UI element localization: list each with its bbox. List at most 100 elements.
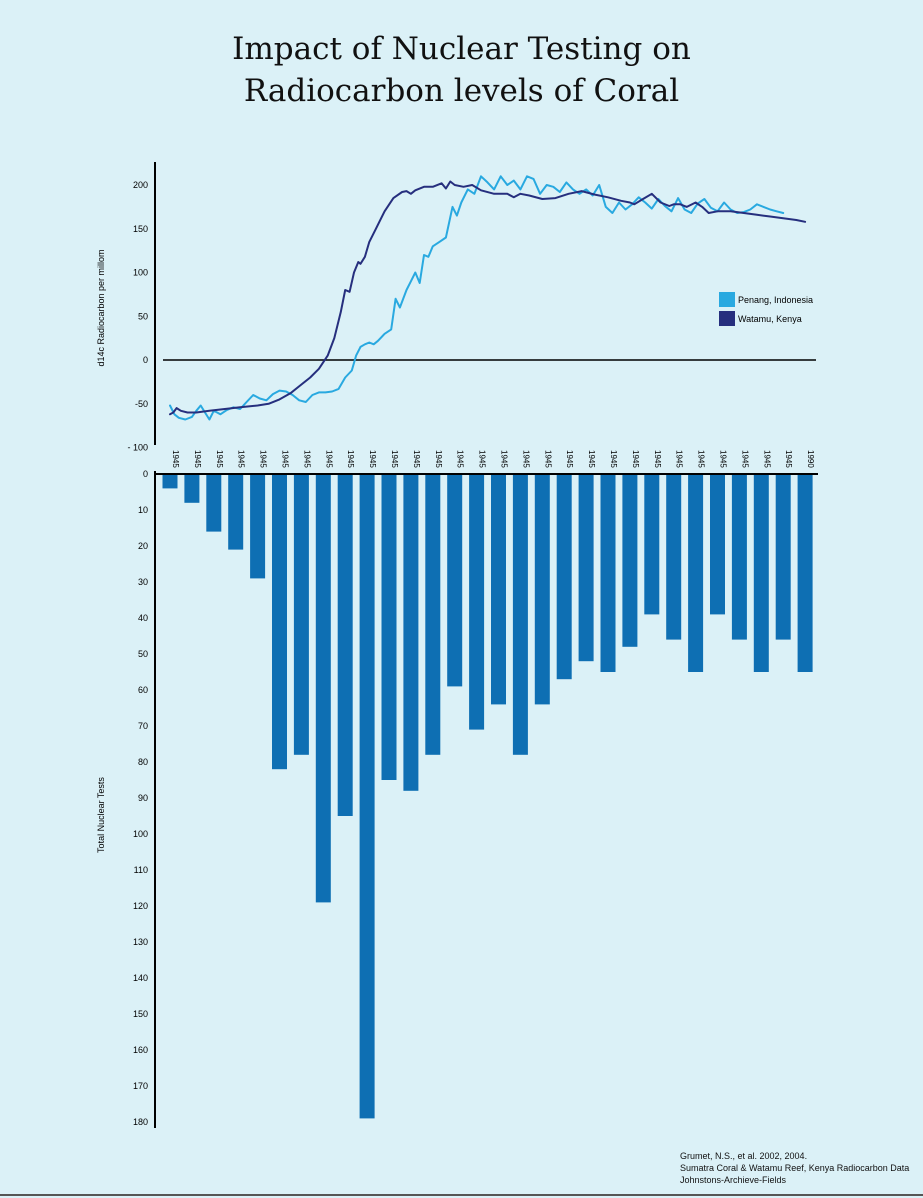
bar-y-tick-label: 170 <box>133 1081 148 1091</box>
bar <box>731 475 747 640</box>
bar-y-tick-label: 10 <box>138 505 148 515</box>
bar-y-tick-label: 160 <box>133 1045 148 1055</box>
bar <box>272 475 287 770</box>
x-tick-label: 1945 <box>675 450 684 468</box>
bar-y-tick-label: 120 <box>133 901 148 911</box>
bar-y-tick-label: 40 <box>138 613 148 623</box>
bar <box>403 475 419 791</box>
bar <box>666 475 682 640</box>
x-tick-label: 1945 <box>587 450 596 468</box>
x-tick-label: 1945 <box>478 450 487 468</box>
penang-series-line <box>169 175 785 421</box>
bar <box>293 475 309 755</box>
x-tick-label: 1945 <box>193 450 202 468</box>
x-tick-label: 1945 <box>565 450 574 468</box>
x-tick-label: 1945 <box>740 450 749 468</box>
bar <box>162 475 178 489</box>
bar <box>337 475 353 816</box>
bar <box>512 475 528 755</box>
bar <box>644 475 660 615</box>
bar <box>775 475 791 640</box>
bar-y-tick-label: 50 <box>138 649 148 659</box>
x-tick-label: 1945 <box>215 450 224 468</box>
x-tick-label: 1945 <box>302 450 311 468</box>
watamu-series-line <box>169 180 807 416</box>
bar <box>447 475 463 687</box>
x-tick-label: 1945 <box>609 450 618 468</box>
bar <box>315 475 331 903</box>
bar <box>469 475 485 730</box>
legend: Penang, Indonesia Watamu, Kenya <box>719 292 813 326</box>
legend-swatch <box>719 292 735 307</box>
source-line-2: Sumatra Coral & Watamu Reef, Kenya Radio… <box>680 1163 910 1173</box>
source-line-1: Grumet, N.S., et al. 2002, 2004. <box>680 1151 808 1161</box>
line-y-tick-label: 150 <box>133 224 148 234</box>
bar <box>797 475 813 672</box>
x-tick-label: 1945 <box>543 450 552 468</box>
x-tick-label: 1945 <box>368 450 377 468</box>
x-tick-label: 1945 <box>324 450 333 468</box>
x-tick-label: 1945 <box>390 450 399 468</box>
bar <box>556 475 572 680</box>
bar <box>359 475 375 1119</box>
x-tick-label: 1945 <box>171 450 180 468</box>
bar-y-tick-label: 80 <box>138 757 148 767</box>
bar <box>491 475 506 705</box>
x-tick-label: 1945 <box>500 450 509 468</box>
bar <box>228 475 244 550</box>
x-tick-label: 1945 <box>346 450 355 468</box>
x-tick-label: 1945 <box>281 450 290 468</box>
line-y-tick-label: 200 <box>133 180 148 190</box>
bar-y-tick-label: 140 <box>133 973 148 983</box>
x-tick-label: 1945 <box>434 450 443 468</box>
bar <box>688 475 704 672</box>
line-y-axis-label: d14c Radiocarbon per millom <box>96 249 106 366</box>
x-tick-label: 1945 <box>784 450 793 468</box>
bar-y-tick-label: 100 <box>133 829 148 839</box>
bar-y-tick-label: 60 <box>138 685 148 695</box>
chart-title: Impact of Nuclear Testing on Radiocarbon… <box>0 28 923 112</box>
bar-y-tick-label: 90 <box>138 793 148 803</box>
x-tick-label: 1945 <box>237 450 246 468</box>
bar <box>534 475 550 705</box>
bar <box>184 475 200 503</box>
line-y-tick-label: - 100 <box>127 443 148 453</box>
bar-y-tick-label: 150 <box>133 1009 148 1019</box>
bar-y-tick-label: 70 <box>138 721 148 731</box>
source-citation: Grumet, N.S., et al. 2002, 2004. Sumatra… <box>680 1150 909 1186</box>
x-tick-label: 1945 <box>697 450 706 468</box>
x-tick-label: 1945 <box>521 450 530 468</box>
bottom-rule <box>0 1194 923 1196</box>
bar <box>753 475 769 672</box>
bar <box>600 475 616 672</box>
legend-label: Watamu, Kenya <box>738 314 802 324</box>
bar-y-tick-label: 0 <box>143 469 148 479</box>
line-y-tick-label: 50 <box>138 311 148 321</box>
x-tick-label: 1990 <box>806 450 815 468</box>
x-tick-label: 1945 <box>719 450 728 468</box>
chart-title-line-2: Radiocarbon levels of Coral <box>243 73 680 109</box>
bar-y-tick-label: 180 <box>133 1117 148 1127</box>
bar-y-tick-label: 30 <box>138 577 148 587</box>
bar <box>206 475 222 532</box>
line-y-tick-label: 100 <box>133 268 148 278</box>
bar <box>425 475 441 755</box>
x-tick-label: 1945 <box>653 450 662 468</box>
x-tick-label: 1945 <box>259 450 268 468</box>
bar <box>381 475 397 780</box>
bar <box>622 475 638 647</box>
x-tick-label: 1945 <box>412 450 421 468</box>
x-tick-label: 1945 <box>631 450 640 468</box>
bar <box>578 475 594 662</box>
bar-y-tick-label: 110 <box>134 865 148 875</box>
source-line-3: Johnstons-Archieve-Fields <box>680 1175 787 1185</box>
bar-y-tick-label: 20 <box>138 541 148 551</box>
x-tick-label: 1945 <box>456 450 465 468</box>
bar-y-tick-label: 130 <box>133 937 148 947</box>
line-y-tick-label: -50 <box>135 399 148 409</box>
bar-y-axis-label: Total Nuclear Tests <box>96 777 106 853</box>
x-tick-label: 1945 <box>762 450 771 468</box>
bar <box>710 475 725 615</box>
line-y-tick-label: 0 <box>143 355 148 365</box>
